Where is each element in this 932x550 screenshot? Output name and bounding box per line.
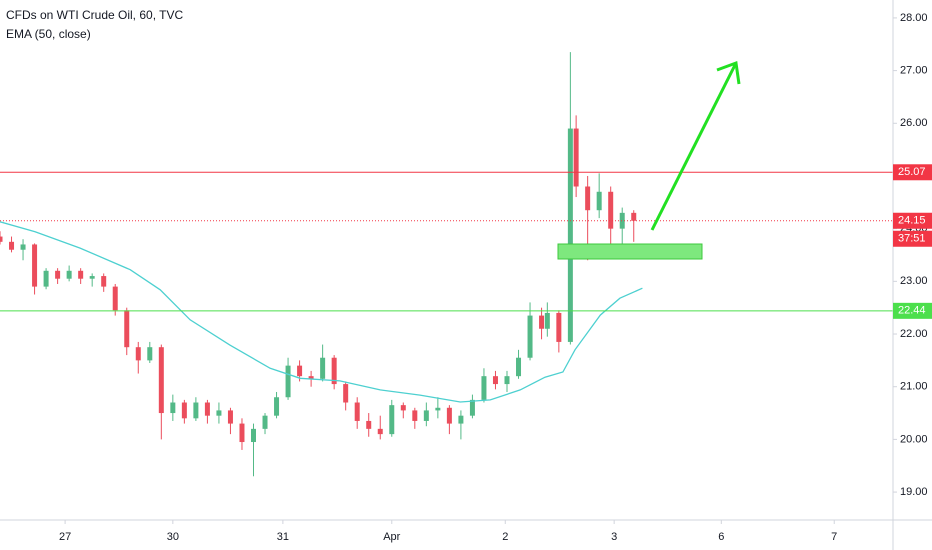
candle-body (504, 376, 510, 385)
candle-body (297, 365, 303, 377)
candle-body (481, 376, 487, 400)
candle-body (55, 270, 61, 279)
y-tick-label: 22.00 (900, 328, 928, 340)
candle-body (170, 402, 176, 414)
support-zone (557, 243, 703, 260)
candle-body (20, 244, 26, 250)
countdown-label: 37:51 (898, 233, 926, 245)
candle-body (181, 402, 187, 419)
x-tick-label: 27 (59, 531, 71, 543)
candle-body (308, 376, 314, 379)
y-tick-label: 26.00 (900, 117, 928, 129)
y-tick-label: 21.00 (900, 381, 928, 393)
candle-body (0, 236, 3, 242)
candle-body (608, 191, 614, 229)
candle-body (567, 128, 573, 342)
arrow-shaft (650, 64, 737, 231)
candle-body (492, 376, 498, 385)
candle-body (135, 347, 141, 361)
candle-body (158, 347, 164, 414)
candle-body (285, 365, 291, 398)
candle-body (423, 410, 429, 421)
candle-body (101, 276, 107, 287)
candle-body (377, 428, 383, 435)
y-tick-label: 28.00 (900, 12, 928, 24)
candle-body (573, 128, 579, 187)
candle-body (446, 407, 452, 424)
y-tick-label: 27.00 (900, 65, 928, 77)
price-level-label: 24.15 (898, 215, 926, 227)
candle-body (227, 410, 233, 424)
price-level-box (893, 164, 932, 181)
x-tick-label: 3 (611, 531, 617, 543)
candle-body (556, 312, 562, 342)
candle-body (544, 312, 550, 329)
candle-body (516, 357, 522, 377)
x-tick-label: 2 (502, 531, 508, 543)
candle-body (343, 384, 349, 403)
candle-body (193, 402, 199, 419)
price-level-label: 22.44 (898, 305, 926, 317)
chart-title: CFDs on WTI Crude Oil, 60, TVC (6, 8, 183, 22)
candle-body (112, 286, 118, 311)
candle-body (469, 399, 475, 416)
ema-line (0, 221, 643, 403)
candle-body (274, 397, 280, 416)
y-tick-label: 19.00 (900, 486, 928, 498)
candle-body (400, 405, 406, 411)
candle-body (585, 186, 591, 211)
candle-body (78, 270, 84, 279)
candle-body (527, 315, 533, 358)
y-tick-label: 20.00 (900, 433, 928, 445)
arrow-head (716, 60, 741, 85)
candle-body (43, 270, 49, 287)
candle-body (216, 410, 222, 416)
x-tick-label: 30 (167, 531, 179, 543)
candle-body (262, 415, 268, 429)
arrow (650, 60, 741, 231)
candle-body (32, 244, 38, 287)
price-level-label: 25.07 (898, 166, 926, 178)
candle-body (354, 402, 360, 421)
candle-body (239, 423, 245, 443)
candle-body (204, 402, 210, 416)
candle-body (124, 310, 130, 348)
price-level-box (893, 212, 932, 229)
x-tick-label: 6 (718, 531, 724, 543)
y-tick-label: 23.00 (900, 275, 928, 287)
candle-body (366, 420, 372, 429)
candle-body (412, 410, 418, 421)
indicator-legend: EMA (50, close) (6, 27, 91, 41)
countdown-box (893, 230, 932, 247)
candle-body (66, 270, 72, 279)
candle-body (389, 405, 395, 435)
candle-body (331, 357, 337, 385)
candle-body (320, 357, 326, 379)
candle-body (435, 407, 441, 411)
x-tick-label: 31 (277, 531, 289, 543)
candle-body (539, 315, 545, 329)
candle-body (458, 415, 464, 424)
candle-body (631, 212, 637, 221)
candle-body (89, 276, 95, 279)
candle-body (619, 212, 625, 229)
candle-body (147, 347, 153, 361)
x-tick-label: Apr (383, 531, 400, 543)
x-tick-label: 7 (831, 531, 837, 543)
candle-body (250, 428, 256, 443)
price-level-box (893, 302, 932, 319)
candle-body (596, 191, 602, 211)
candle-body (9, 241, 15, 250)
